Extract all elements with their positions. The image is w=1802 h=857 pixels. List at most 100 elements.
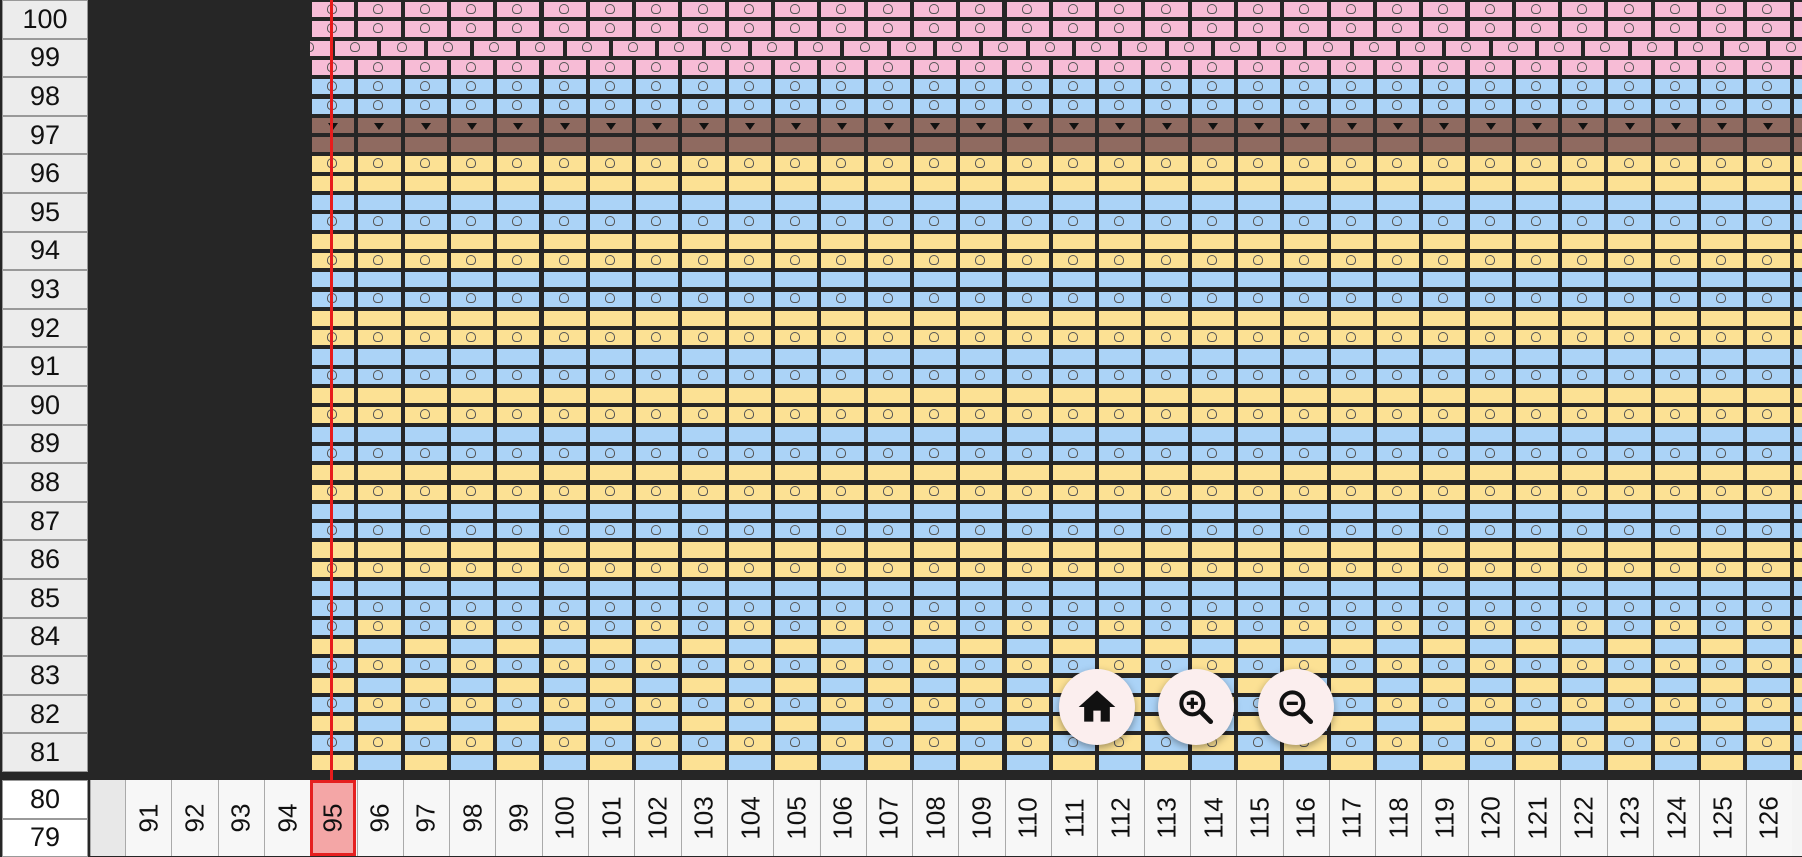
- stitch-cell: [1097, 425, 1143, 444]
- column-header[interactable]: 100: [542, 780, 588, 856]
- stitch-cell: [958, 521, 1004, 540]
- stitch-cell: [1699, 193, 1745, 212]
- column-header[interactable]: 96: [357, 780, 403, 856]
- stitch-cell: [866, 444, 912, 463]
- column-header[interactable]: 117: [1329, 780, 1375, 856]
- stitch-symbol: [883, 158, 893, 168]
- stitch-cell: [403, 212, 449, 231]
- column-header[interactable]: 93: [218, 780, 264, 856]
- column-header[interactable]: 126: [1746, 780, 1792, 856]
- stitch-symbol: [1438, 4, 1448, 14]
- column-header[interactable]: 97: [403, 780, 449, 856]
- column-header[interactable]: 123: [1607, 780, 1653, 856]
- home-button[interactable]: [1059, 669, 1135, 745]
- column-header[interactable]: 111: [1051, 780, 1097, 856]
- stitch-cell: [1653, 97, 1699, 116]
- stitch-cell: [1421, 0, 1467, 19]
- column-header[interactable]: 103: [681, 780, 727, 856]
- column-header[interactable]: 106: [820, 780, 866, 856]
- stitch-cell: [1653, 637, 1699, 656]
- column-header[interactable]: 120: [1468, 780, 1514, 856]
- stitch-symbol: [1161, 81, 1171, 91]
- column-header[interactable]: 110: [1005, 780, 1051, 856]
- column-header[interactable]: 114: [1190, 780, 1236, 856]
- column-header[interactable]: 113: [1144, 780, 1190, 856]
- stitch-symbol: [1554, 42, 1564, 52]
- stitch-cell: [1792, 733, 1802, 752]
- knot-symbol: [1300, 123, 1310, 130]
- stitch-cell: [1236, 618, 1282, 637]
- stitch-symbol: [1207, 621, 1217, 631]
- stitch-symbol: [1670, 255, 1680, 265]
- stitch-cell: [356, 463, 402, 482]
- column-header-label: 112: [1105, 797, 1136, 838]
- zoom-in-button[interactable]: [1158, 669, 1234, 745]
- stitch-cell: [727, 714, 773, 733]
- stitch-cell: [1514, 347, 1560, 366]
- stitch-symbol: [975, 486, 985, 496]
- stitch-symbol: [1531, 621, 1541, 631]
- column-header[interactable]: 109: [958, 780, 1004, 856]
- column-header[interactable]: 92: [171, 780, 217, 856]
- column-header[interactable]: 125: [1699, 780, 1745, 856]
- stitch-symbol: [559, 4, 569, 14]
- stitch-symbol: [790, 370, 800, 380]
- column-header[interactable]: 94: [264, 780, 310, 856]
- column-header[interactable]: 121: [1514, 780, 1560, 856]
- stitch-cell: [588, 405, 634, 424]
- stitch-cell: [727, 77, 773, 96]
- stitch-symbol: [512, 293, 522, 303]
- zoom-out-button[interactable]: [1258, 669, 1334, 745]
- column-header[interactable]: 95: [310, 780, 356, 856]
- stitch-cell: [1375, 309, 1421, 328]
- column-header[interactable]: 105: [773, 780, 819, 856]
- column-header[interactable]: 104: [727, 780, 773, 856]
- stitch-symbol: [1531, 216, 1541, 226]
- stitch-symbol: [1022, 525, 1032, 535]
- stitch-cell: [1143, 444, 1189, 463]
- stitch-cell: [727, 135, 773, 154]
- column-header[interactable]: 116: [1283, 780, 1329, 856]
- column-header[interactable]: 124: [1653, 780, 1699, 856]
- stitch-cell: [495, 193, 541, 212]
- column-header[interactable]: 98: [449, 780, 495, 856]
- stitch-cell: [1560, 135, 1606, 154]
- row-header: 98: [2, 77, 88, 116]
- stitch-symbol: [1114, 409, 1124, 419]
- stitch-symbol: [1161, 525, 1171, 535]
- stitch-cell: [1560, 502, 1606, 521]
- stitch-symbol: [1299, 255, 1309, 265]
- column-header[interactable]: [90, 780, 125, 856]
- stitch-cell: [912, 618, 958, 637]
- stitch-cell: [449, 560, 495, 579]
- column-header[interactable]: 99: [495, 780, 541, 856]
- column-header[interactable]: 101: [588, 780, 634, 856]
- stitch-symbol: [1438, 216, 1448, 226]
- stitch-cell: [1745, 97, 1791, 116]
- stitch-cell: [680, 463, 726, 482]
- stitch-cell: [634, 251, 680, 270]
- column-header[interactable]: 122: [1560, 780, 1606, 856]
- stitch-cell: [1190, 97, 1236, 116]
- stitch-cell: [634, 579, 680, 598]
- column-header[interactable]: 115: [1236, 780, 1282, 856]
- column-header[interactable]: 102: [634, 780, 680, 856]
- stitch-cell: [1792, 521, 1802, 540]
- stitch-symbol: [1253, 621, 1263, 631]
- stitch-grid[interactable]: [310, 0, 1802, 780]
- column-header[interactable]: 112: [1097, 780, 1143, 856]
- stitch-cell: [1745, 58, 1791, 77]
- stitch-cell: [1282, 560, 1328, 579]
- column-header[interactable]: 119: [1421, 780, 1467, 856]
- column-header[interactable]: 108: [912, 780, 958, 856]
- column-header[interactable]: 118: [1375, 780, 1421, 856]
- column-header[interactable]: 91: [125, 780, 171, 856]
- stitch-cell: [1375, 502, 1421, 521]
- column-header[interactable]: 107: [866, 780, 912, 856]
- stitch-cell: [958, 386, 1004, 405]
- stitch-cell: [588, 212, 634, 231]
- knot-symbol: [1023, 123, 1033, 130]
- stitch-symbol: [605, 448, 615, 458]
- stitch-cell: [449, 19, 495, 38]
- stitch-cell: [1699, 251, 1745, 270]
